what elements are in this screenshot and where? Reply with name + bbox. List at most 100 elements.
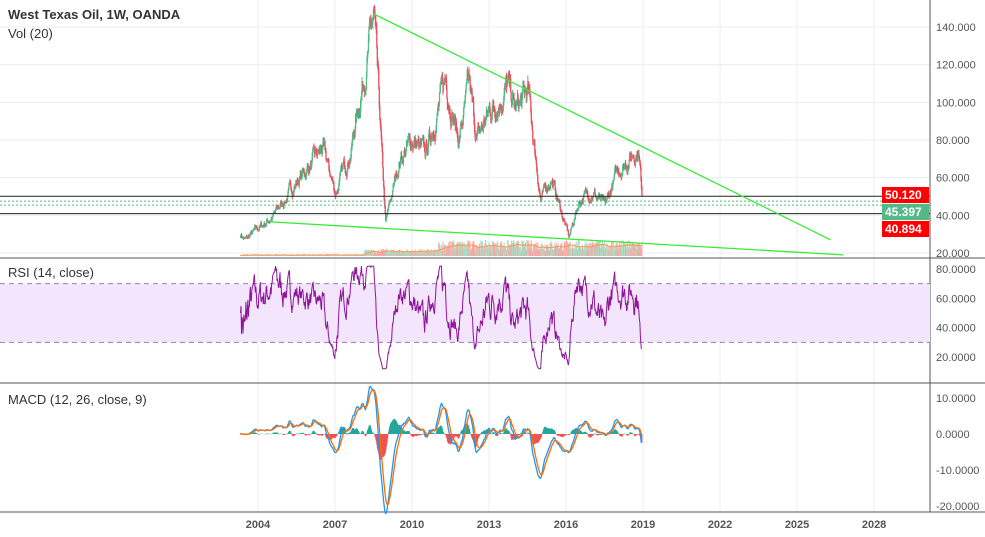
volume-bar [452,240,454,256]
candle-body [383,186,385,201]
volume-bar [386,249,388,256]
candle-body [510,91,512,102]
macd-histogram-bar [306,434,308,435]
volume-bar [253,254,255,256]
rsi-line [240,265,642,370]
candle-body [597,198,599,200]
rsi-band [0,283,930,343]
candle-body [591,197,593,202]
macd-histogram-bar [622,434,624,436]
volume-bar [485,240,487,256]
volume-bar [467,240,469,256]
volume-bar [594,242,596,256]
volume-bar [527,242,529,256]
trendline [373,13,831,241]
candle-body [441,75,444,84]
macd-histogram-bar [365,434,367,435]
candle-body [600,196,602,198]
macd-histogram-bar [600,434,602,435]
candle-body [425,149,427,157]
candle-body [365,72,368,90]
candle-body [536,169,538,175]
candle-body [526,92,528,101]
candle-body [606,198,608,202]
macd-histogram-bar [321,434,323,436]
candle-body [289,181,292,185]
candle-body [515,105,517,112]
candle-body [456,129,458,133]
macd-histogram-bar [479,434,481,436]
volume-bar [500,242,502,256]
candle-body [453,118,455,124]
candle-body [609,192,611,197]
rsi-tick-label: 80.0000 [936,264,976,276]
candle-body [503,93,505,101]
volume-bar [258,254,260,256]
candle-body [599,196,602,200]
macd-tick-label: 10.0000 [936,393,976,405]
candle-body [360,98,362,105]
macd-histogram-bar [469,432,471,434]
volume-bar [409,251,411,256]
volume-bar [564,242,566,256]
candle-body [469,77,471,90]
candle-body [376,30,378,47]
candle-body [435,133,437,142]
volume-bar [448,242,450,256]
candle-body [398,170,400,177]
volume-ma-line [239,243,642,257]
volume-bar [334,255,336,256]
candle-body [637,153,640,160]
candle-body [317,150,319,156]
candle-body [339,171,341,176]
candle-body [592,196,594,200]
macd-histogram-bar [586,433,588,434]
candle-body [521,90,524,100]
candle-body [323,142,325,144]
candle-body [449,107,451,115]
candle-body [367,41,370,52]
volume-bar [333,254,335,256]
macd-histogram-bar [336,434,338,435]
candle-body [601,197,604,200]
macd-histogram-bar [592,434,594,435]
candle-body [388,204,390,209]
candle-body [241,234,243,237]
volume-bar [370,249,372,256]
volume-bar [406,249,408,256]
candle-body [535,158,537,164]
candle-body [530,111,532,121]
macd-histogram-bar [635,434,637,436]
trendline [270,221,844,256]
candle-body [325,151,327,159]
price-tick-label: 80.000 [936,135,970,147]
candle-body [446,97,449,105]
candle-body [442,84,445,91]
candle-body [568,236,571,238]
candle-body [466,73,468,81]
candle-body [380,129,382,138]
rsi-tick-label: 60.0000 [936,293,976,305]
macd-tick-label: -20.0000 [936,501,979,513]
macd-histogram-bar [336,434,338,436]
candle-body [354,128,356,138]
volume-bar [489,247,491,256]
candle-body [529,95,532,101]
candle-body [554,180,556,188]
candle-body [286,195,289,202]
candle-body [372,12,375,20]
price-badge-upper: 50.120 [882,187,929,203]
price-tick-label: 140.000 [936,22,976,34]
macd-histogram-bar [315,433,317,434]
candle-body [352,134,354,142]
volume-bar [378,249,380,256]
time-tick-label: 2004 [246,519,271,531]
candle-body [627,166,629,172]
time-tick-label: 2010 [400,519,424,531]
volume-bar [331,254,333,256]
volume-bar [524,242,526,256]
candle-body [638,153,640,157]
candle-body [594,194,597,197]
